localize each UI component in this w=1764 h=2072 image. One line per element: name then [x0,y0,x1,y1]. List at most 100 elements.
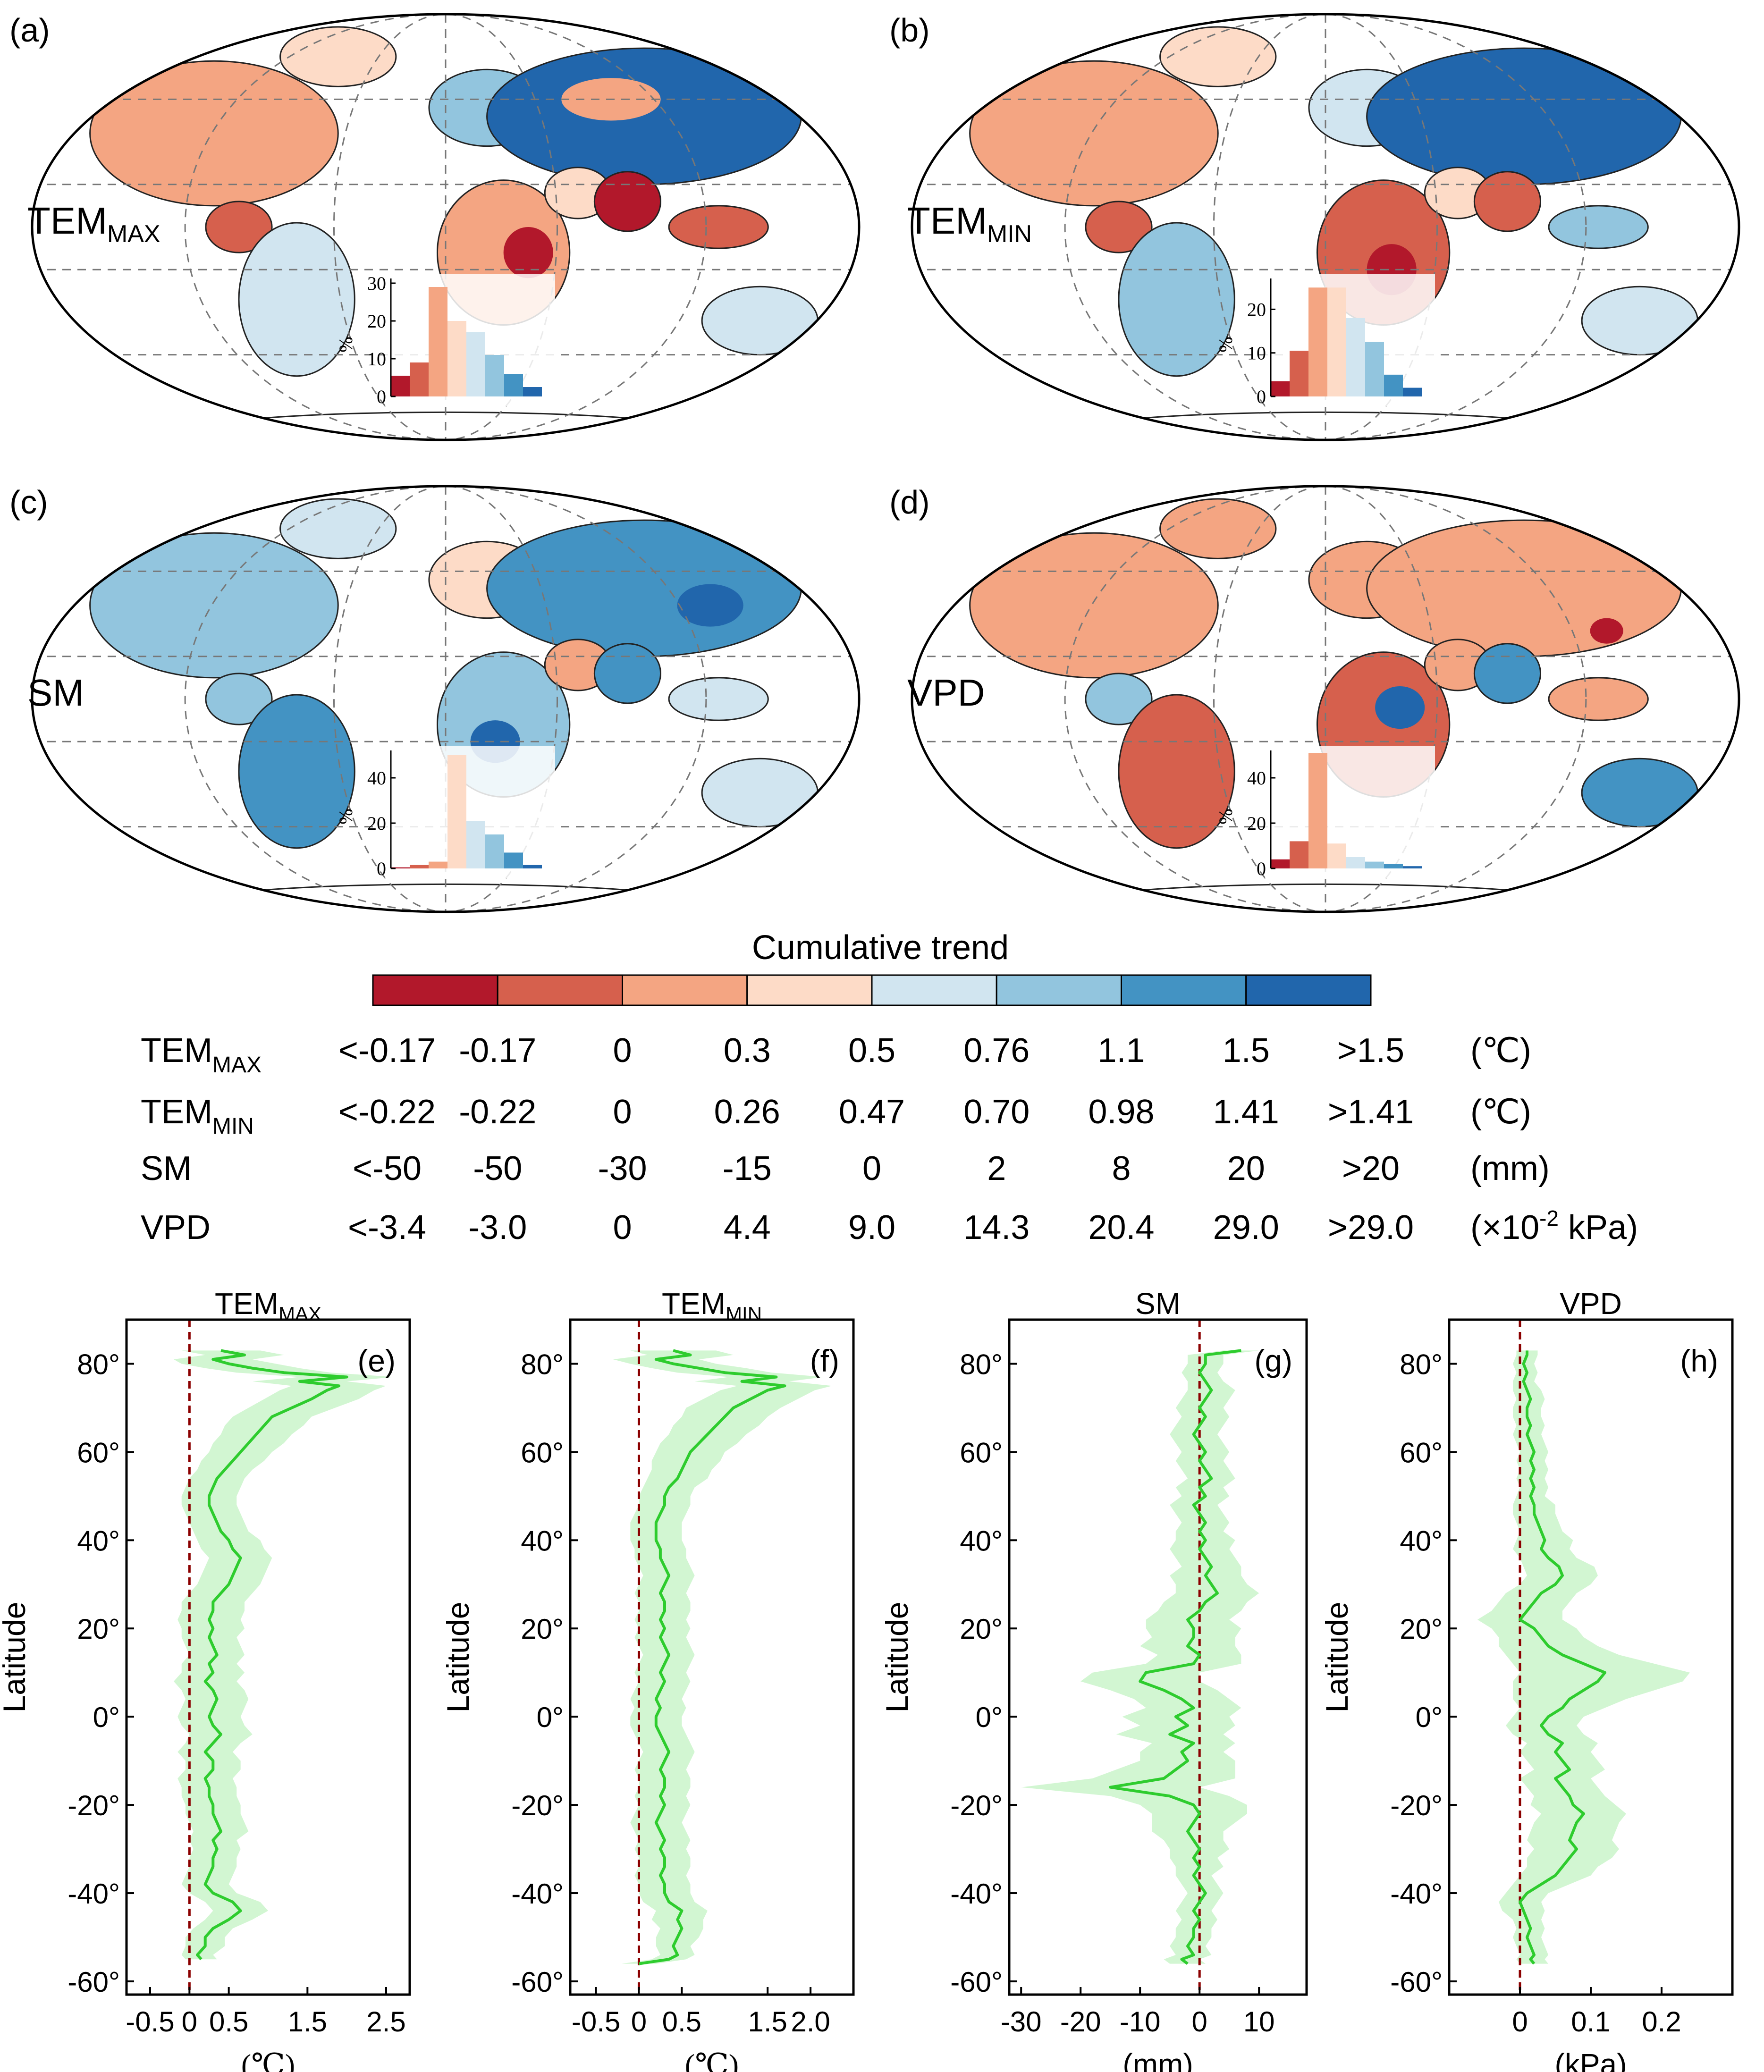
continent-antarctica [1060,411,1591,440]
mean-trend-line [639,1349,786,1965]
continent-australia [1581,286,1698,356]
y-tick-label: -40° [68,1878,120,1910]
continent-india [1473,171,1542,232]
legend-row-name: VPD [141,1209,211,1247]
legend-unit: (℃) [1470,1032,1531,1070]
histogram-bar [523,387,542,396]
y-axis-label: Latitude [0,1602,32,1713]
plot-frame [569,1318,855,1996]
colorbar-segment [497,974,623,1006]
histogram-bar [504,852,523,868]
legend-threshold-value: 1.5 [1223,1032,1270,1070]
histogram-tick-label: 10 [1247,343,1266,364]
continent-se-asia [668,677,769,721]
histogram-tick-label: 40 [1247,767,1266,789]
histogram-bar [485,834,504,868]
histogram-tick-label: 40 [367,767,386,789]
histogram-bar [410,362,429,396]
histogram-bar [466,821,485,868]
y-tick-label: 80° [77,1348,120,1380]
uncertainty-band [1477,1350,1690,1964]
inset-histogram: 0 10 20% [1215,274,1435,407]
legend-threshold-value: 0.5 [848,1032,895,1070]
y-tick-label: 20° [77,1613,120,1645]
continent-north-america [89,532,339,679]
continent-se-asia [668,205,769,249]
continent-greenland [1159,26,1277,87]
continent-antarctica [180,411,711,440]
x-tick-label: 0 [182,2006,197,2038]
x-tick-label: 0 [631,2006,647,2038]
legend-threshold-value: -30 [598,1150,647,1188]
histogram-bar [1290,841,1308,868]
histogram-tick-label: 20 [1247,813,1266,834]
plot-frame [125,1318,411,1996]
y-axis-label: Latitude [440,1602,475,1713]
panel-label: (c) [9,484,48,521]
y-tick-label: -60° [511,1966,564,1998]
map-panel-c: (c) SM 0 20 40% [9,484,861,913]
y-tick-label: 0° [537,1701,564,1733]
histogram-bar [1308,753,1327,868]
x-tick-label: 2.0 [791,2006,830,2038]
legend-threshold-value: 0.76 [963,1032,1030,1070]
y-tick-label: 0° [976,1701,1003,1733]
x-tick-label: -0.5 [126,2006,174,2038]
histogram-bar [1346,318,1365,396]
x-tick-label: 0.5 [662,2006,701,2038]
legend-threshold-value: >20 [1342,1150,1400,1188]
y-tick-label: 80° [1400,1348,1443,1380]
y-tick-label: -40° [950,1878,1003,1910]
continent-africa-hotspot [503,227,553,278]
x-axis-label: (mm) [1123,2047,1193,2072]
histogram-bar [429,287,447,396]
y-tick-label: 20° [521,1613,564,1645]
histogram-tick-label: 20 [1247,299,1266,320]
colorbar-segment [1245,974,1372,1006]
histogram-bar [523,865,542,868]
y-tick-label: 20° [1400,1613,1443,1645]
legend-threshold-value: 0.3 [724,1032,771,1070]
continent-greenland [279,26,397,87]
inset-histogram: 0 20 40% [1215,746,1435,879]
map-panel-d: (d) VPD 0 20 40% [889,484,1740,913]
map-panel-b: (b) TEMMIN 0 10 20% [889,12,1740,441]
y-tick-label: -40° [1390,1878,1443,1910]
histogram-bar [429,861,447,868]
histogram-bar [1271,381,1290,396]
y-tick-label: 60° [1400,1437,1443,1468]
y-tick-label: 20° [960,1613,1003,1645]
y-tick-label: 60° [960,1437,1003,1468]
continent-australia [701,758,819,828]
legend-threshold-value: 8 [1112,1150,1131,1188]
x-tick-label: 2.5 [366,2006,405,2038]
legend-unit: (mm) [1470,1150,1550,1188]
inset-histogram: 0 10 20 30% [335,273,555,407]
x-tick-label: 0 [1512,2006,1528,2038]
y-tick-label: 40° [77,1525,120,1557]
continent-india [593,643,662,704]
histogram-bar [391,376,410,396]
histogram-tick-label: 0 [1257,858,1266,879]
histogram-bar [447,321,466,396]
x-axis-label: (℃) [685,2048,739,2072]
histogram-bar [1308,287,1327,396]
y-tick-label: 0° [93,1701,120,1733]
continent-asia-hotspot [677,584,743,627]
legend-row-name: TEMMIN [141,1093,254,1139]
y-tick-label: 80° [521,1348,564,1380]
legend-row-name: TEMMAX [141,1032,262,1078]
legend-threshold-value: 4.4 [724,1209,771,1247]
histogram-bar [1384,864,1403,868]
colorbar-segment [1121,974,1247,1006]
histogram-axis-label: % [1215,809,1236,824]
legend-threshold-value: -3.0 [468,1209,527,1247]
panel-label: (b) [889,12,930,49]
continent-central-america [205,201,273,253]
map-variable-label: SM [27,672,84,714]
map-panel-a: (a) TEMMAX 0 10 20 30% [9,12,861,441]
legend-threshold-value: -0.22 [459,1093,536,1131]
x-tick-label: -30 [1001,2006,1042,2038]
histogram-bar [1403,866,1422,868]
mean-trend-line [1519,1350,1606,1965]
